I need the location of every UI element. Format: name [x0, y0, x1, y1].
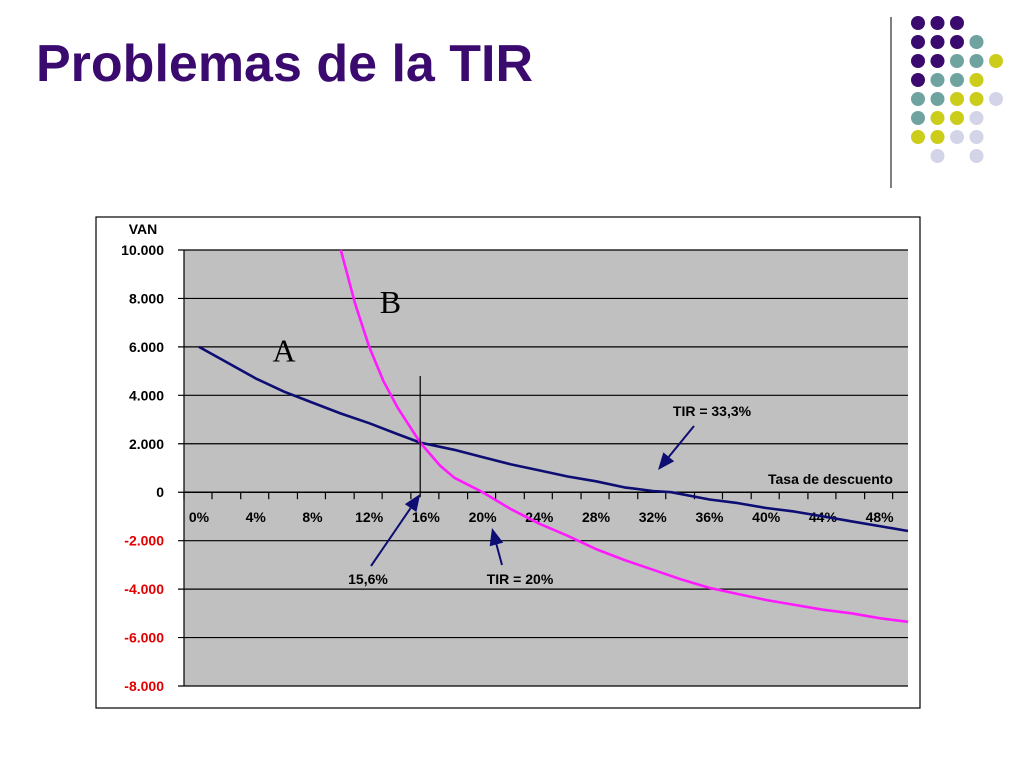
decorative-dot	[950, 35, 964, 49]
decorative-dot	[989, 54, 1003, 68]
y-tick-label: 6.000	[129, 339, 164, 355]
decorative-dot	[989, 92, 1003, 106]
decorative-dot	[911, 92, 925, 106]
decorative-dot	[930, 73, 945, 87]
x-tick-label: 32%	[639, 509, 668, 525]
crossing-rate-label: 15,6%	[348, 571, 388, 587]
axes: 10.000 8.000 6.000 4.000 2.000 0 -2.000 -4.000 -…	[121, 221, 908, 694]
x-tick-label: 36%	[695, 509, 724, 525]
decorative-dot	[969, 54, 984, 68]
decorative-dot	[950, 54, 964, 68]
series-label-b: B	[380, 284, 401, 320]
y-tick-label: 0	[156, 484, 164, 500]
decorative-dot	[950, 73, 964, 87]
x-tick-label: 4%	[246, 509, 267, 525]
decorative-dot-grid	[911, 16, 1003, 163]
crossing-arrow	[370, 494, 421, 567]
x-tick-label: 12%	[355, 509, 384, 525]
tir-a-arrow	[658, 425, 695, 470]
x-axis-title: Tasa de descuento	[768, 471, 893, 487]
tir-b-arrow	[489, 528, 504, 566]
decorative-dot	[930, 35, 945, 49]
arrow-shaft	[495, 544, 503, 566]
y-tick-label: 8.000	[129, 290, 164, 306]
decorative-dot	[969, 92, 984, 106]
x-tick-label: 40%	[752, 509, 781, 525]
decorative-dot	[930, 54, 945, 68]
y-tick-label: -6.000	[124, 630, 164, 646]
decorative-dot	[930, 16, 945, 30]
tir-b-label: TIR = 20%	[487, 571, 554, 587]
x-tick-label: 0%	[189, 509, 210, 525]
decorative-dot	[969, 130, 984, 144]
y-tick-label: -8.000	[124, 678, 164, 694]
y-tick-label: 10.000	[121, 242, 164, 258]
decorative-dot	[950, 16, 964, 30]
arrow-head	[658, 452, 675, 470]
x-tick-label: 8%	[302, 509, 323, 525]
decorative-dot	[930, 149, 945, 163]
arrow-head	[489, 528, 504, 547]
series-line-b	[339, 249, 909, 624]
arrow-shaft	[370, 507, 412, 567]
decorative-dot	[911, 73, 925, 87]
tir-a-label: TIR = 33,3%	[673, 403, 752, 419]
decorative-dot	[911, 35, 925, 49]
decorative-dot	[911, 111, 925, 125]
y-tick-label: 4.000	[129, 387, 164, 403]
y-tick-label: 2.000	[129, 436, 164, 452]
x-tick-label: 48%	[866, 509, 895, 525]
decorative-dot	[930, 111, 945, 125]
annotations: A B 15,6% TIR = 20% TIR = 33,3%	[273, 284, 752, 587]
decorative-dot	[969, 73, 984, 87]
arrow-shaft	[667, 425, 695, 458]
y-tick-label: -4.000	[124, 581, 164, 597]
arrow-head	[404, 494, 421, 512]
decorative-dot	[930, 130, 945, 144]
series-line-a	[198, 345, 909, 533]
x-tick-label: 16%	[412, 509, 441, 525]
y-tick-label: -2.000	[124, 533, 164, 549]
decorative-dot	[950, 130, 964, 144]
x-tick-label: 28%	[582, 509, 611, 525]
decorative-dot	[911, 130, 925, 144]
x-tick-label: 20%	[469, 509, 498, 525]
decorative-dot	[911, 16, 925, 30]
decorative-dot	[930, 92, 945, 106]
decorative-dot	[911, 54, 925, 68]
slide-title: Problemas de la TIR	[36, 35, 534, 93]
series-label-a: A	[273, 332, 296, 368]
decorative-divider	[890, 17, 892, 188]
decorative-dot	[969, 149, 984, 163]
plot-area	[184, 250, 908, 686]
decorative-dot	[950, 111, 964, 125]
decorative-dot	[969, 111, 984, 125]
y-axis-title: VAN	[129, 221, 158, 237]
decorative-dot	[950, 92, 964, 106]
decorative-dot	[969, 35, 984, 49]
series-lines	[198, 249, 909, 624]
